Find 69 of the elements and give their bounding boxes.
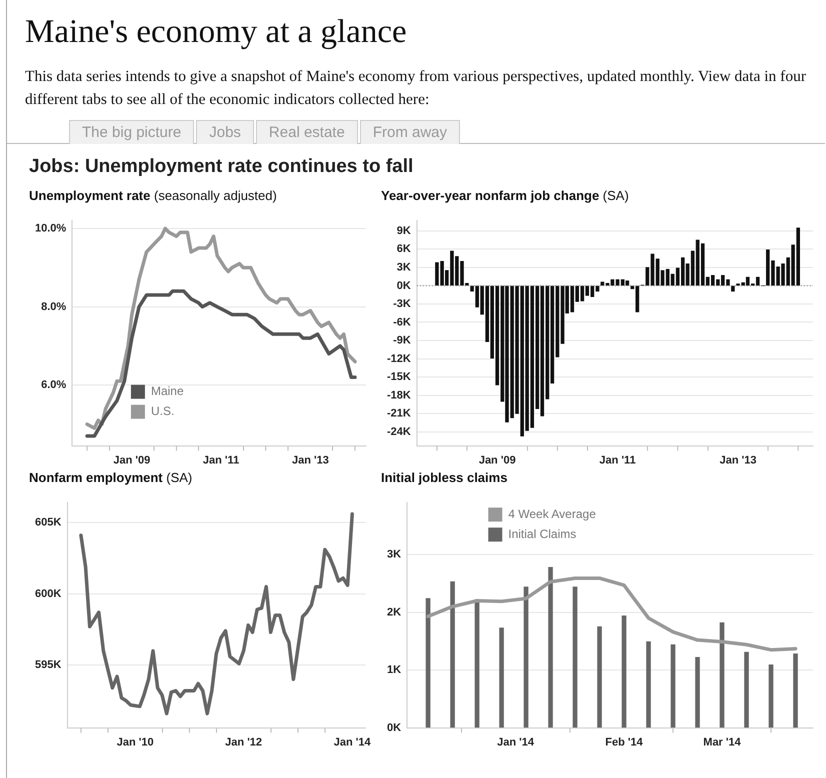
bar	[597, 626, 602, 728]
bar	[450, 581, 455, 728]
x-tick-label: Jan '13	[720, 454, 756, 466]
x-tick-label: Jan '09	[113, 454, 150, 466]
bar	[646, 641, 651, 728]
x-tick-label: Feb '14	[605, 736, 644, 748]
text: Jobs: Unemployment rate continues to fall	[29, 156, 414, 178]
bar	[720, 622, 724, 728]
x-tick-label: Jan '13	[292, 454, 329, 466]
bar	[499, 628, 504, 728]
text: Real estate	[256, 120, 358, 144]
y-tick-label: -24K	[387, 426, 411, 438]
text: Jobs	[196, 120, 254, 144]
y-tick-label: 8.0%	[41, 300, 66, 313]
y-tick-label: 605K	[35, 516, 62, 529]
legend-label: U.S.	[150, 404, 174, 418]
y-tick-label: 1K	[387, 664, 402, 676]
y-tick-label: 595K	[35, 659, 62, 672]
y-tick-label: -3K	[393, 298, 411, 310]
y-tick-label: 3K	[396, 261, 411, 274]
x-tick-label: Jan '14	[334, 736, 372, 748]
bar	[625, 280, 630, 286]
chart-subtitle: (seasonally adjusted)	[152, 188, 277, 203]
y-tick-label: -9K	[393, 334, 411, 347]
bar	[524, 586, 528, 728]
bar	[622, 615, 626, 728]
y-tick-label: -21K	[387, 408, 411, 420]
y-tick-label: 0K	[396, 280, 411, 292]
chart-title: Unemployment rate	[29, 188, 150, 203]
chart-subtitle: (SA)	[602, 188, 629, 203]
bar	[426, 598, 430, 728]
bar	[731, 286, 735, 292]
x-tick-label: Jan '09	[478, 454, 516, 466]
x-tick-label: Jan '11	[202, 454, 240, 466]
bar	[793, 654, 798, 728]
bar	[768, 664, 774, 728]
chart-title: Nonfarm employment	[29, 470, 163, 485]
y-tick-label: 3K	[387, 548, 402, 561]
text: This data series intends to give a snapshot of Maine's economy from various perspectives, updated monthly. View data in four different tabs to see all of the economic indicators collected here:	[25, 67, 807, 110]
chart-title: Year-over-year nonfarm job change	[381, 188, 600, 203]
legend-label: Initial Claims	[508, 526, 576, 541]
y-tick-label: -6K	[393, 316, 411, 328]
y-tick-label: 2K	[387, 606, 402, 618]
y-tick-label: 10.0%	[34, 222, 66, 234]
x-tick-label: Jan '14	[497, 736, 535, 748]
x-tick-label: Jan '11	[599, 454, 636, 466]
bar	[744, 652, 749, 728]
y-tick-label: 600K	[35, 588, 62, 600]
y-tick-label: -12K	[387, 352, 411, 365]
legend-label: 4 Week Average	[508, 506, 596, 521]
chart-subtitle: (SA)	[165, 470, 192, 485]
bar	[695, 657, 700, 728]
chart-title: Initial jobless claims	[381, 470, 508, 485]
y-tick-label: -15K	[387, 371, 411, 384]
y-tick-label: 6K	[396, 243, 411, 256]
y-tick-label: -18K	[387, 389, 411, 402]
bar	[572, 586, 578, 728]
bar	[670, 644, 676, 728]
y-tick-label: 6.0%	[41, 379, 66, 392]
x-tick-label: Mar '14	[703, 736, 742, 748]
bar	[548, 566, 553, 728]
text: The big picture	[69, 120, 194, 144]
y-tick-label: 0K	[387, 722, 402, 734]
y-tick-label: 9K	[396, 224, 411, 237]
text: Maine's economy at a glance	[25, 14, 408, 51]
x-tick-label: Jan '12	[225, 736, 262, 748]
x-tick-label: Jan '10	[116, 736, 154, 748]
text: From away	[360, 120, 460, 144]
legend-label: Maine	[150, 384, 184, 398]
